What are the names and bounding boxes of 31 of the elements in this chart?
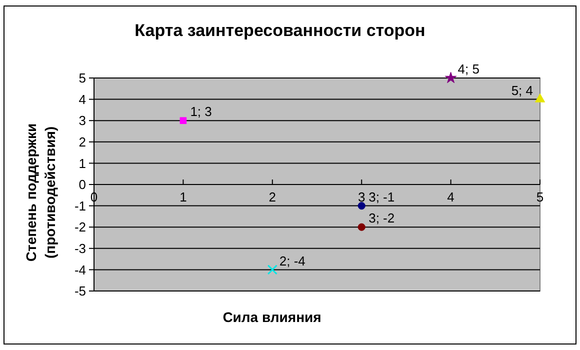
y-tick-label: -1 bbox=[74, 198, 86, 214]
x-tick-label: 3 bbox=[358, 190, 366, 204]
y-tick-label: 3 bbox=[78, 113, 86, 128]
x-axis-title: Сила влияния bbox=[222, 309, 322, 325]
point bbox=[180, 117, 187, 124]
y-tick-label: 0 bbox=[78, 177, 86, 192]
data-label: 5; 4 bbox=[511, 82, 533, 98]
point bbox=[358, 202, 366, 210]
data-label: 1; 3 bbox=[190, 104, 212, 120]
data-label: 2; -4 bbox=[279, 253, 306, 268]
chart-title: Карта заинтересованности сторон bbox=[134, 21, 426, 40]
point bbox=[534, 94, 546, 102]
point bbox=[358, 223, 366, 231]
point bbox=[267, 264, 278, 275]
x-tick-label: 4 bbox=[447, 190, 454, 204]
y-tick-label: 5 bbox=[78, 70, 86, 86]
x-tick-label: 2 bbox=[268, 190, 276, 204]
data-label: 3; -2 bbox=[368, 210, 395, 226]
y-tick-label: -5 bbox=[74, 284, 86, 299]
y-tick-label: -3 bbox=[74, 240, 86, 256]
y-tick-label: -4 bbox=[74, 262, 86, 278]
y-tick-label: 4 bbox=[78, 92, 86, 107]
y-axis-title: Степень поддержки (противодействия) bbox=[23, 123, 58, 262]
y-tick-label: 2 bbox=[78, 134, 86, 150]
point bbox=[444, 72, 457, 84]
y-tick-label: 1 bbox=[78, 156, 86, 171]
data-label: 3; -1 bbox=[368, 189, 395, 204]
x-tick-label: 1 bbox=[180, 190, 187, 204]
data-label: 4; 5 bbox=[458, 62, 480, 77]
x-tick-label: 5 bbox=[536, 190, 544, 204]
y-tick-label: -2 bbox=[74, 220, 86, 235]
